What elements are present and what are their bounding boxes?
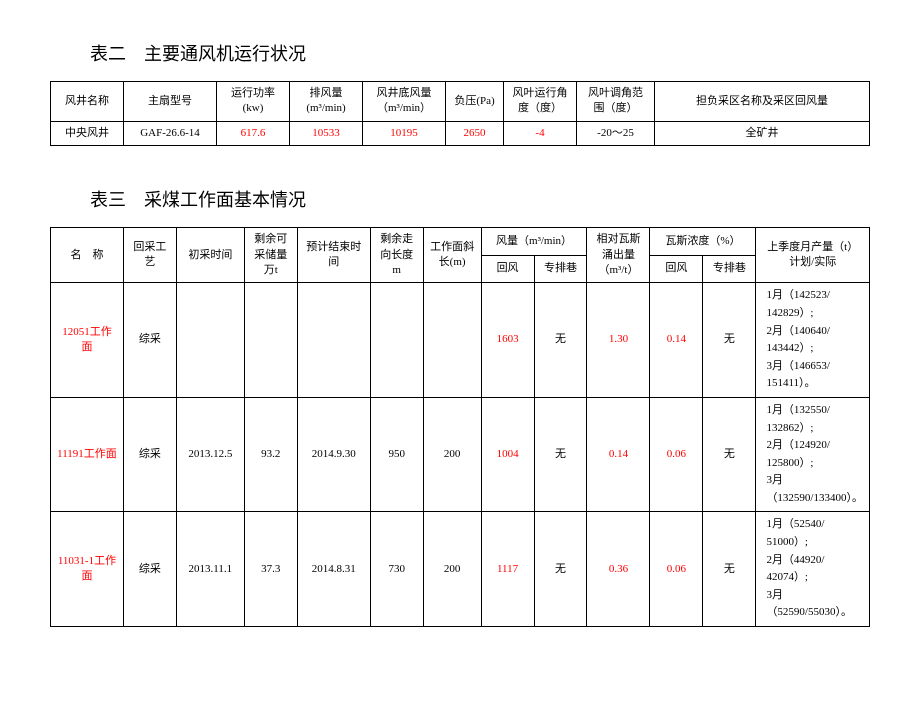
table3-cell-output: 1月（132550/ 132862）;2月（124920/ 125800）;3月… bbox=[756, 397, 870, 512]
table2-header-c8: 风叶调角范围（度） bbox=[577, 82, 655, 122]
table3-row-0: 12051工作面 综采 1603 无 1.30 0.14 无 1月（142523… bbox=[51, 283, 870, 398]
table2-header-c4: 排风量(m³/min) bbox=[290, 82, 363, 122]
table3-cell-tech: 综采 bbox=[123, 397, 176, 512]
table3-header-airflow-a: 回风 bbox=[481, 255, 534, 283]
table2-header-c2: 主扇型号 bbox=[124, 82, 217, 122]
table2-header-c5: 风井底风量（m³/min） bbox=[363, 82, 446, 122]
table3-cell-output: 1月（142523/ 142829）;2月（140640/ 143442）;3月… bbox=[756, 283, 870, 398]
table3-cell-tech: 综采 bbox=[123, 512, 176, 627]
table3-header-start: 初采时间 bbox=[176, 228, 244, 283]
table3-cell-start: 2013.12.5 bbox=[176, 397, 244, 512]
table3-header-airflow-b: 专排巷 bbox=[534, 255, 587, 283]
table2-cell-c7: -4 bbox=[504, 121, 577, 145]
table3-cell-length: 950 bbox=[370, 397, 423, 512]
table3-cell-name: 12051工作面 bbox=[51, 283, 124, 398]
table3-header-gas-b: 专排巷 bbox=[703, 255, 756, 283]
table3-cell-tech: 综采 bbox=[123, 283, 176, 398]
table3-cell-gas-a: 0.14 bbox=[650, 283, 703, 398]
table3-cell-output: 1月（52540/ 51000）;2月（44920/ 42074）;3月（525… bbox=[756, 512, 870, 627]
table3-cell-end: 2014.9.30 bbox=[297, 397, 370, 512]
table3-header-length: 剩余走向长度m bbox=[370, 228, 423, 283]
table3-cell-airflow-b: 无 bbox=[534, 512, 587, 627]
table3-header-airflow: 风量（m³/min） bbox=[481, 228, 587, 256]
table3-cell-gasrel: 0.36 bbox=[587, 512, 650, 627]
table3-cell-length bbox=[370, 283, 423, 398]
table3-header-end: 预计结束时间 bbox=[297, 228, 370, 283]
table3-cell-reserve bbox=[244, 283, 297, 398]
table3-cell-airflow-b: 无 bbox=[534, 283, 587, 398]
table3-header-output: 上季度月产量（t）计划/实际 bbox=[756, 228, 870, 283]
table2-cell-c4: 10533 bbox=[290, 121, 363, 145]
table3-cell-airflow-b: 无 bbox=[534, 397, 587, 512]
table3-cell-gas-b: 无 bbox=[703, 283, 756, 398]
table2-header-c3: 运行功率(kw) bbox=[217, 82, 290, 122]
table3-row-2: 11031-1工作面 综采 2013.11.1 37.3 2014.8.31 7… bbox=[51, 512, 870, 627]
table3-header-reserve: 剩余可采储量万t bbox=[244, 228, 297, 283]
table3: 名 称 回采工艺 初采时间 剩余可采储量万t 预计结束时间 剩余走向长度m 工作… bbox=[50, 227, 870, 627]
table3-cell-gas-b: 无 bbox=[703, 512, 756, 627]
table3-header-name: 名 称 bbox=[51, 228, 124, 283]
table3-cell-airflow-a: 1004 bbox=[481, 397, 534, 512]
table3-cell-gas-a: 0.06 bbox=[650, 397, 703, 512]
table3-cell-slope bbox=[423, 283, 481, 398]
table3-cell-length: 730 bbox=[370, 512, 423, 627]
table2-cell-c6: 2650 bbox=[446, 121, 504, 145]
table3-cell-airflow-a: 1117 bbox=[481, 512, 534, 627]
table3-cell-end: 2014.8.31 bbox=[297, 512, 370, 627]
table3-cell-end bbox=[297, 283, 370, 398]
table2-cell-c3: 617.6 bbox=[217, 121, 290, 145]
table2-header-c7: 风叶运行角度（度） bbox=[504, 82, 577, 122]
table3-title: 表三 采煤工作面基本情况 bbox=[90, 186, 870, 212]
table3-header-slope: 工作面斜长(m) bbox=[423, 228, 481, 283]
table2-header-c6: 负压(Pa) bbox=[446, 82, 504, 122]
table3-cell-gas-b: 无 bbox=[703, 397, 756, 512]
table3-cell-slope: 200 bbox=[423, 512, 481, 627]
table2: 风井名称 主扇型号 运行功率(kw) 排风量(m³/min) 风井底风量（m³/… bbox=[50, 81, 870, 146]
table2-cell-c1: 中央风井 bbox=[51, 121, 124, 145]
table2-cell-c2: GAF-26.6-14 bbox=[124, 121, 217, 145]
table3-header-gasrel: 相对瓦斯涌出量（m³/t） bbox=[587, 228, 650, 283]
table2-header-row: 风井名称 主扇型号 运行功率(kw) 排风量(m³/min) 风井底风量（m³/… bbox=[51, 82, 870, 122]
table2-data-row: 中央风井 GAF-26.6-14 617.6 10533 10195 2650 … bbox=[51, 121, 870, 145]
table3-cell-start bbox=[176, 283, 244, 398]
table2-cell-c9: 全矿井 bbox=[655, 121, 870, 145]
table3-header-tech: 回采工艺 bbox=[123, 228, 176, 283]
table3-header-gas-a: 回风 bbox=[650, 255, 703, 283]
table3-cell-name: 11031-1工作面 bbox=[51, 512, 124, 627]
table3-cell-gasrel: 1.30 bbox=[587, 283, 650, 398]
table3-cell-start: 2013.11.1 bbox=[176, 512, 244, 627]
table3-cell-slope: 200 bbox=[423, 397, 481, 512]
table3-cell-gas-a: 0.06 bbox=[650, 512, 703, 627]
table3-cell-airflow-a: 1603 bbox=[481, 283, 534, 398]
table2-header-c9: 担负采区名称及采区回风量 bbox=[655, 82, 870, 122]
table3-cell-reserve: 93.2 bbox=[244, 397, 297, 512]
table3-cell-name: 11191工作面 bbox=[51, 397, 124, 512]
table3-header-gasconc: 瓦斯浓度（%） bbox=[650, 228, 756, 256]
table3-cell-reserve: 37.3 bbox=[244, 512, 297, 627]
table2-title: 表二 主要通风机运行状况 bbox=[90, 40, 870, 66]
table2-cell-c5: 10195 bbox=[363, 121, 446, 145]
table2-cell-c8: -20～25 bbox=[577, 121, 655, 145]
table3-cell-gasrel: 0.14 bbox=[587, 397, 650, 512]
table3-header-row1: 名 称 回采工艺 初采时间 剩余可采储量万t 预计结束时间 剩余走向长度m 工作… bbox=[51, 228, 870, 256]
table2-header-c1: 风井名称 bbox=[51, 82, 124, 122]
table3-row-1: 11191工作面 综采 2013.12.5 93.2 2014.9.30 950… bbox=[51, 397, 870, 512]
